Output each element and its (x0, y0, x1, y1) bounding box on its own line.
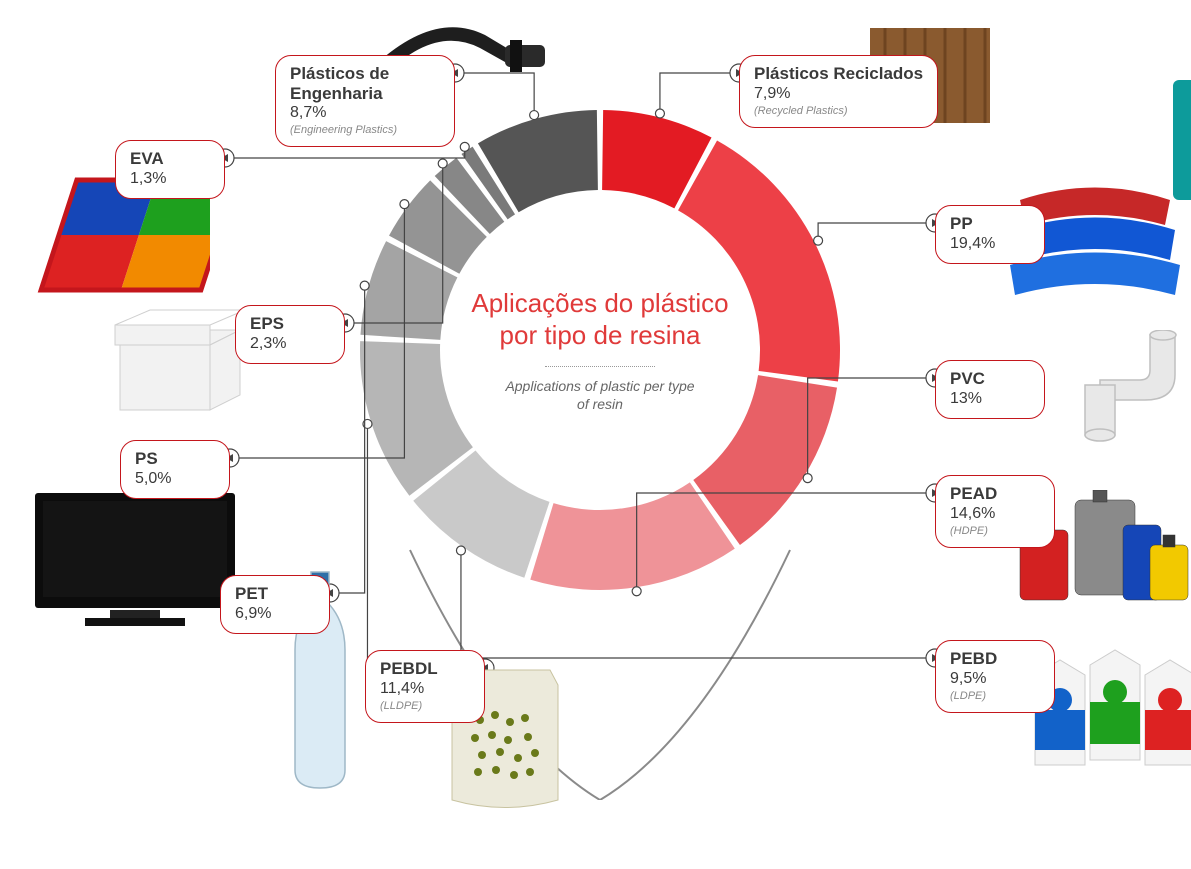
label-eva: EVA1,3% (115, 140, 225, 199)
label-name-eng: Plásticos deEngenharia (290, 64, 440, 103)
label-pct-pebdl: 11,4% (380, 680, 470, 698)
label-pvc: PVC13% (935, 360, 1045, 419)
segment-pp (678, 140, 840, 381)
label-sub-eng: (Engineering Plastics) (290, 124, 440, 136)
label-pct-eng: 8,7% (290, 104, 440, 122)
label-pct-eps: 2,3% (250, 335, 330, 353)
img-pipes (1030, 330, 1190, 450)
label-name-pp: PP (950, 214, 1030, 234)
label-name-pebd: PEBD (950, 649, 1040, 669)
donut-chart (350, 100, 850, 600)
label-sub-pebd: (LDPE) (950, 690, 1040, 702)
label-sub-reciclados: (Recycled Plastics) (754, 105, 923, 117)
label-pet: PET6,9% (220, 575, 330, 634)
label-name-reciclados: Plásticos Reciclados (754, 64, 923, 84)
label-reciclados: Plásticos Reciclados7,9% (Recycled Plasti… (739, 55, 938, 128)
label-pct-pebd: 9,5% (950, 670, 1040, 688)
label-pct-reciclados: 7,9% (754, 85, 923, 103)
label-eps: EPS2,3% (235, 305, 345, 364)
label-eng: Plásticos deEngenharia8,7% (Engineering P… (275, 55, 455, 147)
label-name-ps: PS (135, 449, 215, 469)
label-pct-pp: 19,4% (950, 235, 1030, 253)
label-pct-eva: 1,3% (130, 170, 210, 188)
stage: Aplicações do plástico por tipo de resin… (0, 0, 1191, 869)
label-pebd: PEBD9,5% (LDPE) (935, 640, 1055, 713)
label-pp: PP19,4% (935, 205, 1045, 264)
label-pebdl: PEBDL11,4% (LLDPE) (365, 650, 485, 723)
label-name-pet: PET (235, 584, 315, 604)
label-pct-pead: 14,6% (950, 505, 1040, 523)
label-sub-pebdl: (LLDPE) (380, 700, 470, 712)
label-name-pead: PEAD (950, 484, 1040, 504)
label-name-eva: EVA (130, 149, 210, 169)
label-sub-pead: (HDPE) (950, 525, 1040, 537)
img-tv (25, 485, 245, 635)
label-ps: PS5,0% (120, 440, 230, 499)
label-pead: PEAD14,6% (HDPE) (935, 475, 1055, 548)
label-name-pebdl: PEBDL (380, 659, 470, 679)
label-pct-pvc: 13% (950, 390, 1030, 408)
label-pct-ps: 5,0% (135, 470, 215, 488)
side-tab (1173, 80, 1191, 200)
segment-pead (530, 482, 735, 590)
label-name-pvc: PVC (950, 369, 1030, 389)
label-name-eps: EPS (250, 314, 330, 334)
label-pct-pet: 6,9% (235, 605, 315, 623)
